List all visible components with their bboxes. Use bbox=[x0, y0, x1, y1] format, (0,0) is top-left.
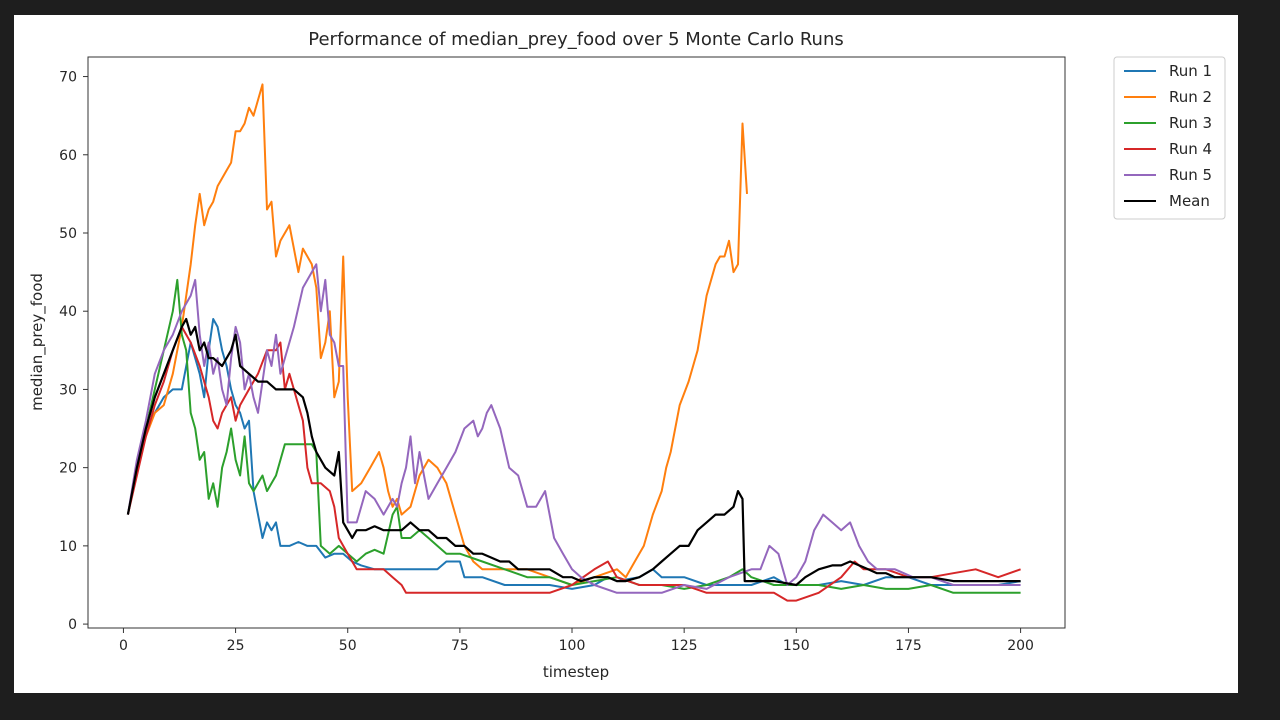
legend-label-run-1: Run 1 bbox=[1169, 62, 1212, 80]
x-tick-label: 50 bbox=[339, 638, 357, 654]
series-line-run-4 bbox=[126, 325, 1021, 602]
y-tick-label: 0 bbox=[68, 617, 77, 633]
x-tick-label: 25 bbox=[227, 638, 245, 654]
plot-area bbox=[87, 56, 1066, 629]
x-tick-label: 150 bbox=[783, 638, 810, 654]
y-tick-label: 40 bbox=[59, 304, 77, 320]
y-axis-label: median_prey_food bbox=[28, 273, 47, 411]
legend-label-run-5: Run 5 bbox=[1169, 166, 1212, 184]
y-tick-label: 60 bbox=[59, 148, 77, 164]
legend: Run 1 Run 2 Run 3 Run 4 Run 5 Mean bbox=[1113, 56, 1226, 220]
series-line-mean bbox=[126, 317, 1021, 587]
legend-label-run-3: Run 3 bbox=[1169, 114, 1212, 132]
x-axis: 0 25 50 75 100 125 150 175 200 bbox=[119, 628, 1034, 654]
legend-label-run-4: Run 4 bbox=[1169, 140, 1212, 158]
series-line-run-3 bbox=[126, 278, 1021, 594]
y-tick-label: 30 bbox=[59, 382, 77, 398]
y-tick-label: 50 bbox=[59, 226, 77, 242]
y-tick-label: 20 bbox=[59, 461, 77, 477]
x-tick-label: 0 bbox=[119, 638, 128, 654]
y-axis: 0 10 20 30 40 50 60 70 bbox=[59, 70, 88, 633]
x-tick-label: 175 bbox=[895, 638, 922, 654]
plot-frame bbox=[87, 56, 1066, 629]
chart-figure: Performance of median_prey_food over 5 M… bbox=[14, 15, 1238, 693]
x-tick-label: 200 bbox=[1007, 638, 1034, 654]
legend-items: Run 1 Run 2 Run 3 Run 4 Run 5 Mean bbox=[1124, 62, 1212, 210]
x-axis-label: timestep bbox=[543, 663, 609, 681]
x-tick-label: 75 bbox=[451, 638, 469, 654]
y-tick-label: 10 bbox=[59, 539, 77, 555]
series-layer bbox=[126, 83, 1021, 602]
series-line-run-2 bbox=[126, 83, 748, 586]
legend-label-mean: Mean bbox=[1169, 192, 1210, 210]
legend-label-run-2: Run 2 bbox=[1169, 88, 1212, 106]
y-tick-label: 70 bbox=[59, 70, 77, 86]
chart-title: Performance of median_prey_food over 5 M… bbox=[308, 29, 843, 50]
line-chart: Performance of median_prey_food over 5 M… bbox=[28, 29, 1226, 681]
x-tick-label: 100 bbox=[559, 638, 586, 654]
x-tick-label: 125 bbox=[671, 638, 698, 654]
